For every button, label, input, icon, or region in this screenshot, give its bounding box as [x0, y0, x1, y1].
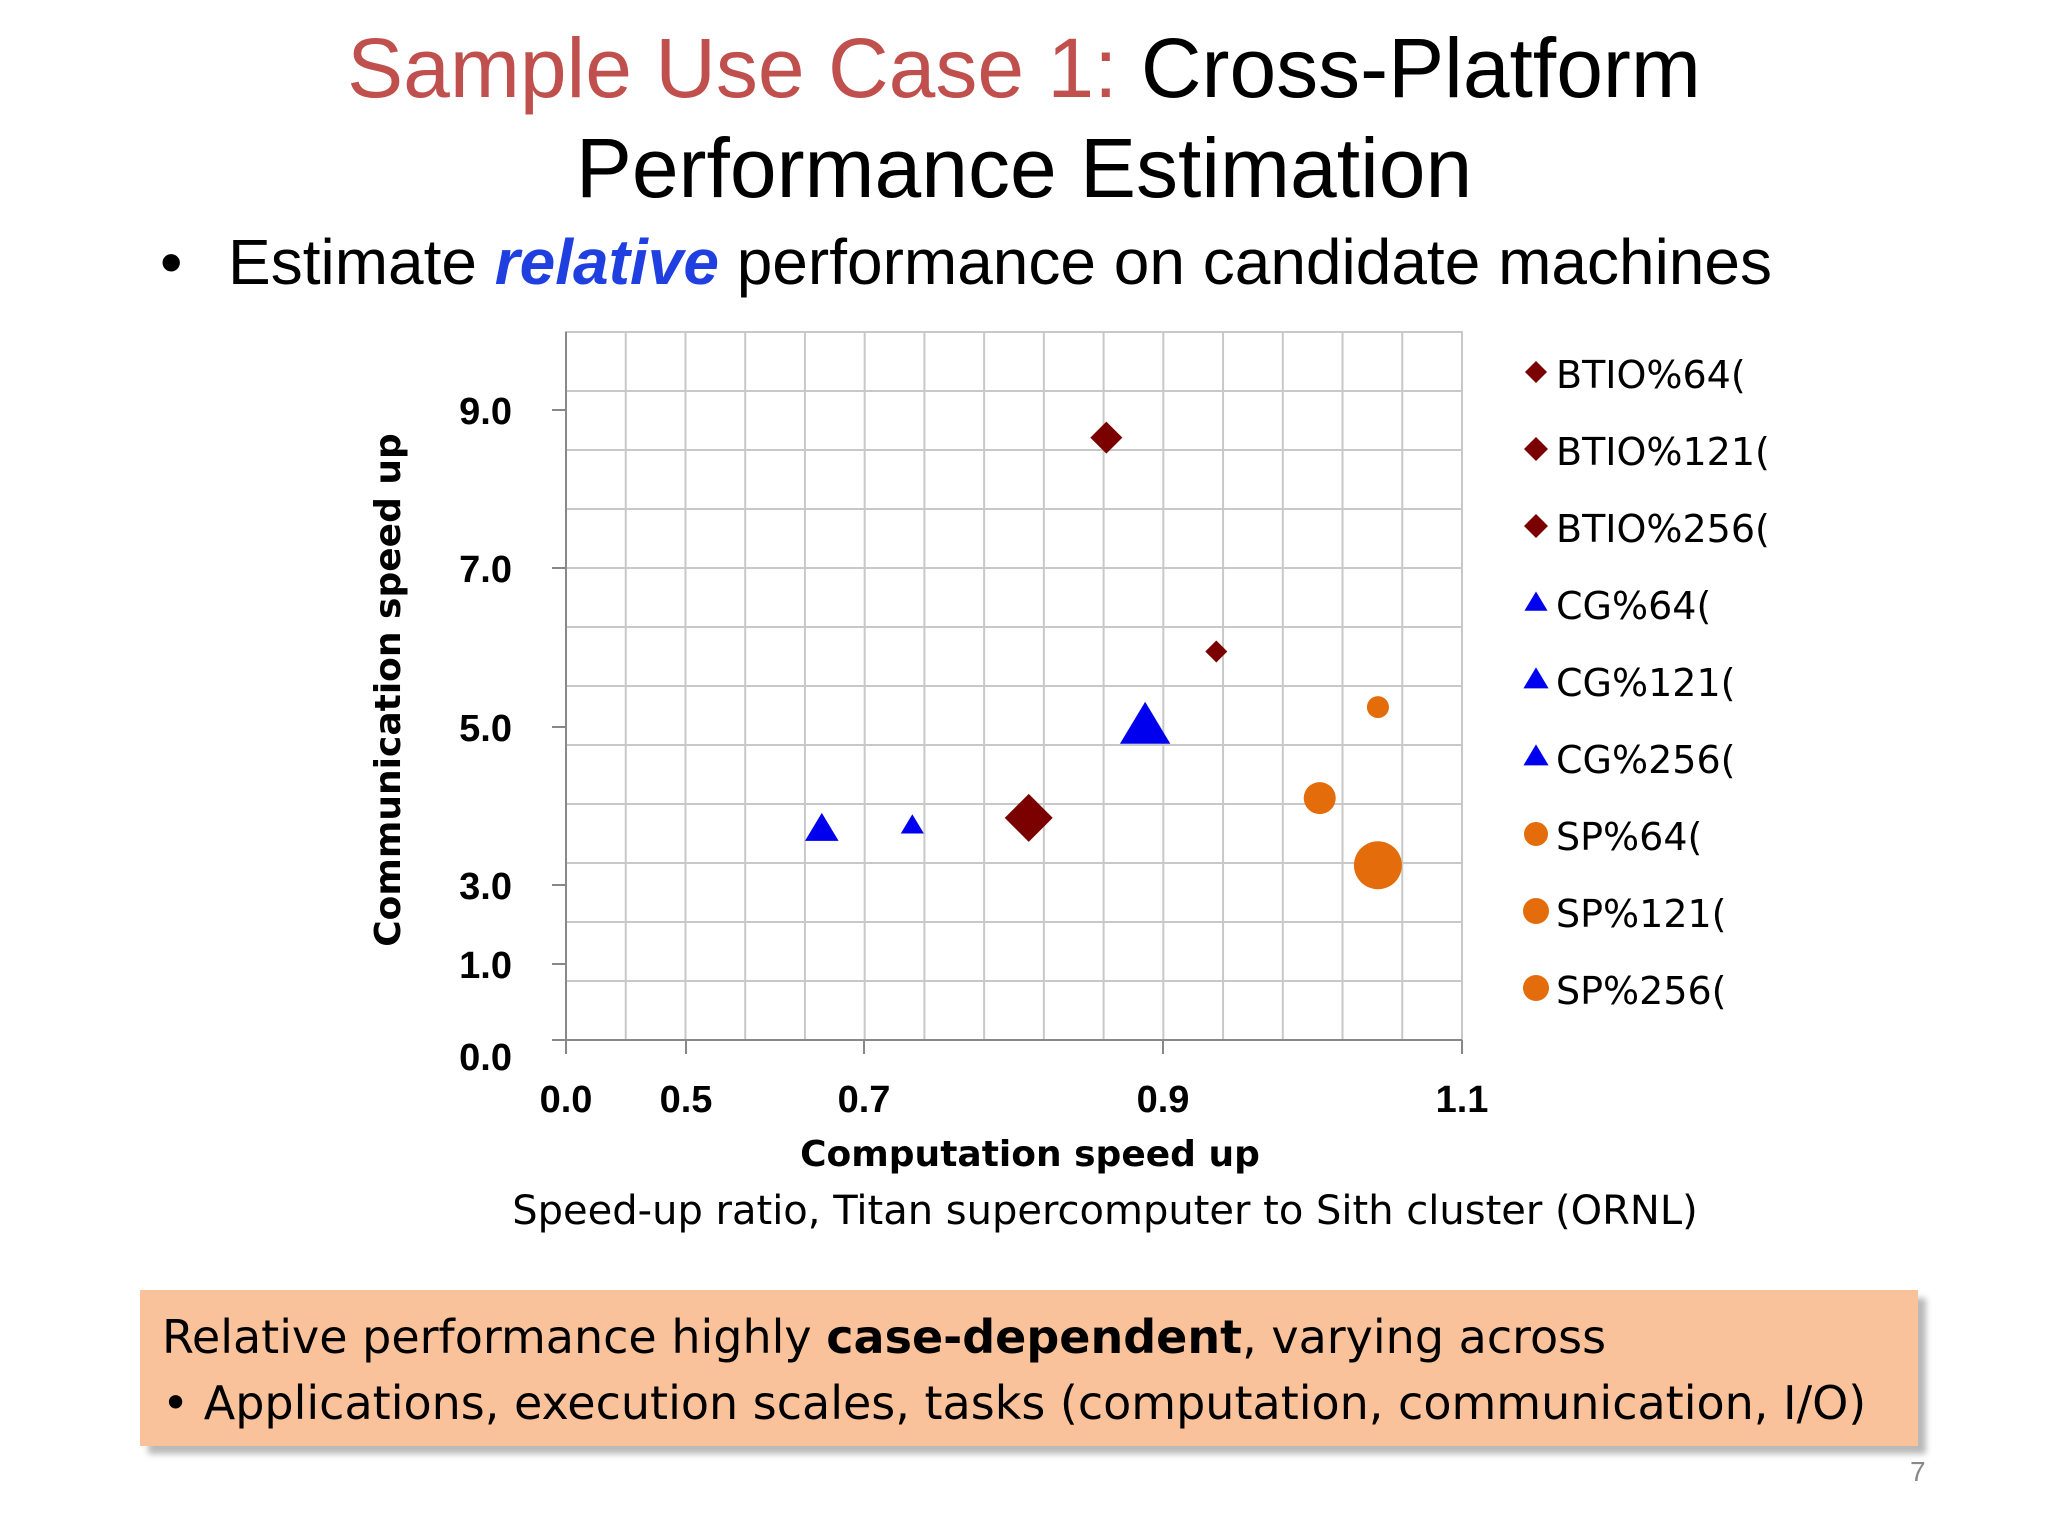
slide-title: Sample Use Case 1: Cross-Platform Perfor… [0, 18, 2048, 218]
data-point [1303, 782, 1336, 815]
data-point [1004, 793, 1053, 842]
x-tick-label: 1.1 [1436, 1079, 1489, 1121]
data-point [1366, 696, 1389, 719]
y-tick-label: 7.0 [459, 549, 512, 591]
bullet-text-before: Estimate [228, 226, 477, 298]
x-tick-label: 0.7 [838, 1079, 891, 1121]
legend-entry: SP%256( [1556, 969, 1727, 1013]
bullet-text-after: performance on candidate machines [736, 226, 1772, 298]
legend-marker [1523, 898, 1549, 924]
legend-marker [1523, 975, 1549, 1001]
callout-bold: case-dependent [826, 1310, 1243, 1364]
data-point [1353, 841, 1402, 890]
x-tick-label: 0.9 [1137, 1079, 1190, 1121]
bullet-emphasis: relative [494, 226, 719, 298]
legend-entry: BTIO%64( [1556, 353, 1746, 397]
page-number: 7 [1910, 1456, 1926, 1487]
legend-entry: SP%121( [1556, 892, 1727, 936]
y-tick-label: 0.0 [459, 1037, 512, 1079]
data-point [1090, 421, 1123, 454]
legend-entry: SP%64( [1556, 815, 1702, 859]
callout-box: Relative performance highly case-depende… [140, 1290, 1918, 1446]
data-point [1205, 640, 1228, 663]
chart-grid [565, 331, 1463, 1041]
chart-axes [565, 332, 1462, 1041]
x-tick-label: 0.0 [540, 1079, 593, 1121]
data-point [805, 812, 839, 841]
legend-marker [1524, 591, 1548, 611]
title-line-1: Sample Use Case 1: Cross-Platform [0, 18, 2048, 118]
callout-text-before: Relative performance highly [162, 1310, 812, 1364]
legend-marker [1523, 744, 1549, 766]
y-tick-label: 5.0 [459, 708, 512, 750]
legend-entry: CG%256( [1556, 738, 1735, 782]
callout-line-1: Relative performance highly case-depende… [162, 1304, 1918, 1370]
y-tick-label: 1.0 [459, 945, 512, 987]
title-rest: Cross-Platform [1140, 21, 1701, 115]
callout-text-after: , varying across [1242, 1310, 1607, 1364]
legend-marker [1523, 667, 1549, 689]
bullet-point: • Estimate relative performance on candid… [160, 222, 1772, 302]
chart-ticks: 0.0 1.0 3.0 5.0 7.0 9.0 0.0 0.5 0.7 0.9 1.1 [459, 391, 1488, 1121]
data-point [900, 814, 924, 834]
x-tick-label: 0.5 [660, 1079, 713, 1121]
title-line-2: Performance Estimation [575, 121, 1473, 215]
y-tick-label: 3.0 [459, 866, 512, 908]
chart-points [805, 421, 1402, 890]
legend-entry: BTIO%256( [1556, 507, 1770, 551]
chart-legend: BTIO%64( BTIO%121( BTIO%256( CG%64( CG%121( C… [1523, 353, 1770, 1013]
legend-marker [1524, 514, 1548, 538]
chart-caption: Speed-up ratio, Titan supercomputer to S… [512, 1188, 1698, 1234]
legend-marker [1524, 822, 1548, 846]
data-point [1119, 701, 1171, 744]
bullet-dot-icon: • [160, 226, 183, 298]
x-axis-label: Computation speed up [800, 1134, 1260, 1175]
title-accent: Sample Use Case 1: [347, 21, 1118, 115]
y-axis-label: Communication speed up [368, 433, 409, 947]
legend-entry: CG%64( [1556, 584, 1711, 628]
legend-entry: BTIO%121( [1556, 430, 1770, 474]
legend-entry: CG%121( [1556, 661, 1735, 705]
y-tick-label: 9.0 [459, 391, 512, 433]
legend-marker [1524, 437, 1548, 461]
callout-line-2: • Applications, execution scales, tasks … [162, 1376, 1867, 1430]
legend-marker [1525, 361, 1547, 383]
